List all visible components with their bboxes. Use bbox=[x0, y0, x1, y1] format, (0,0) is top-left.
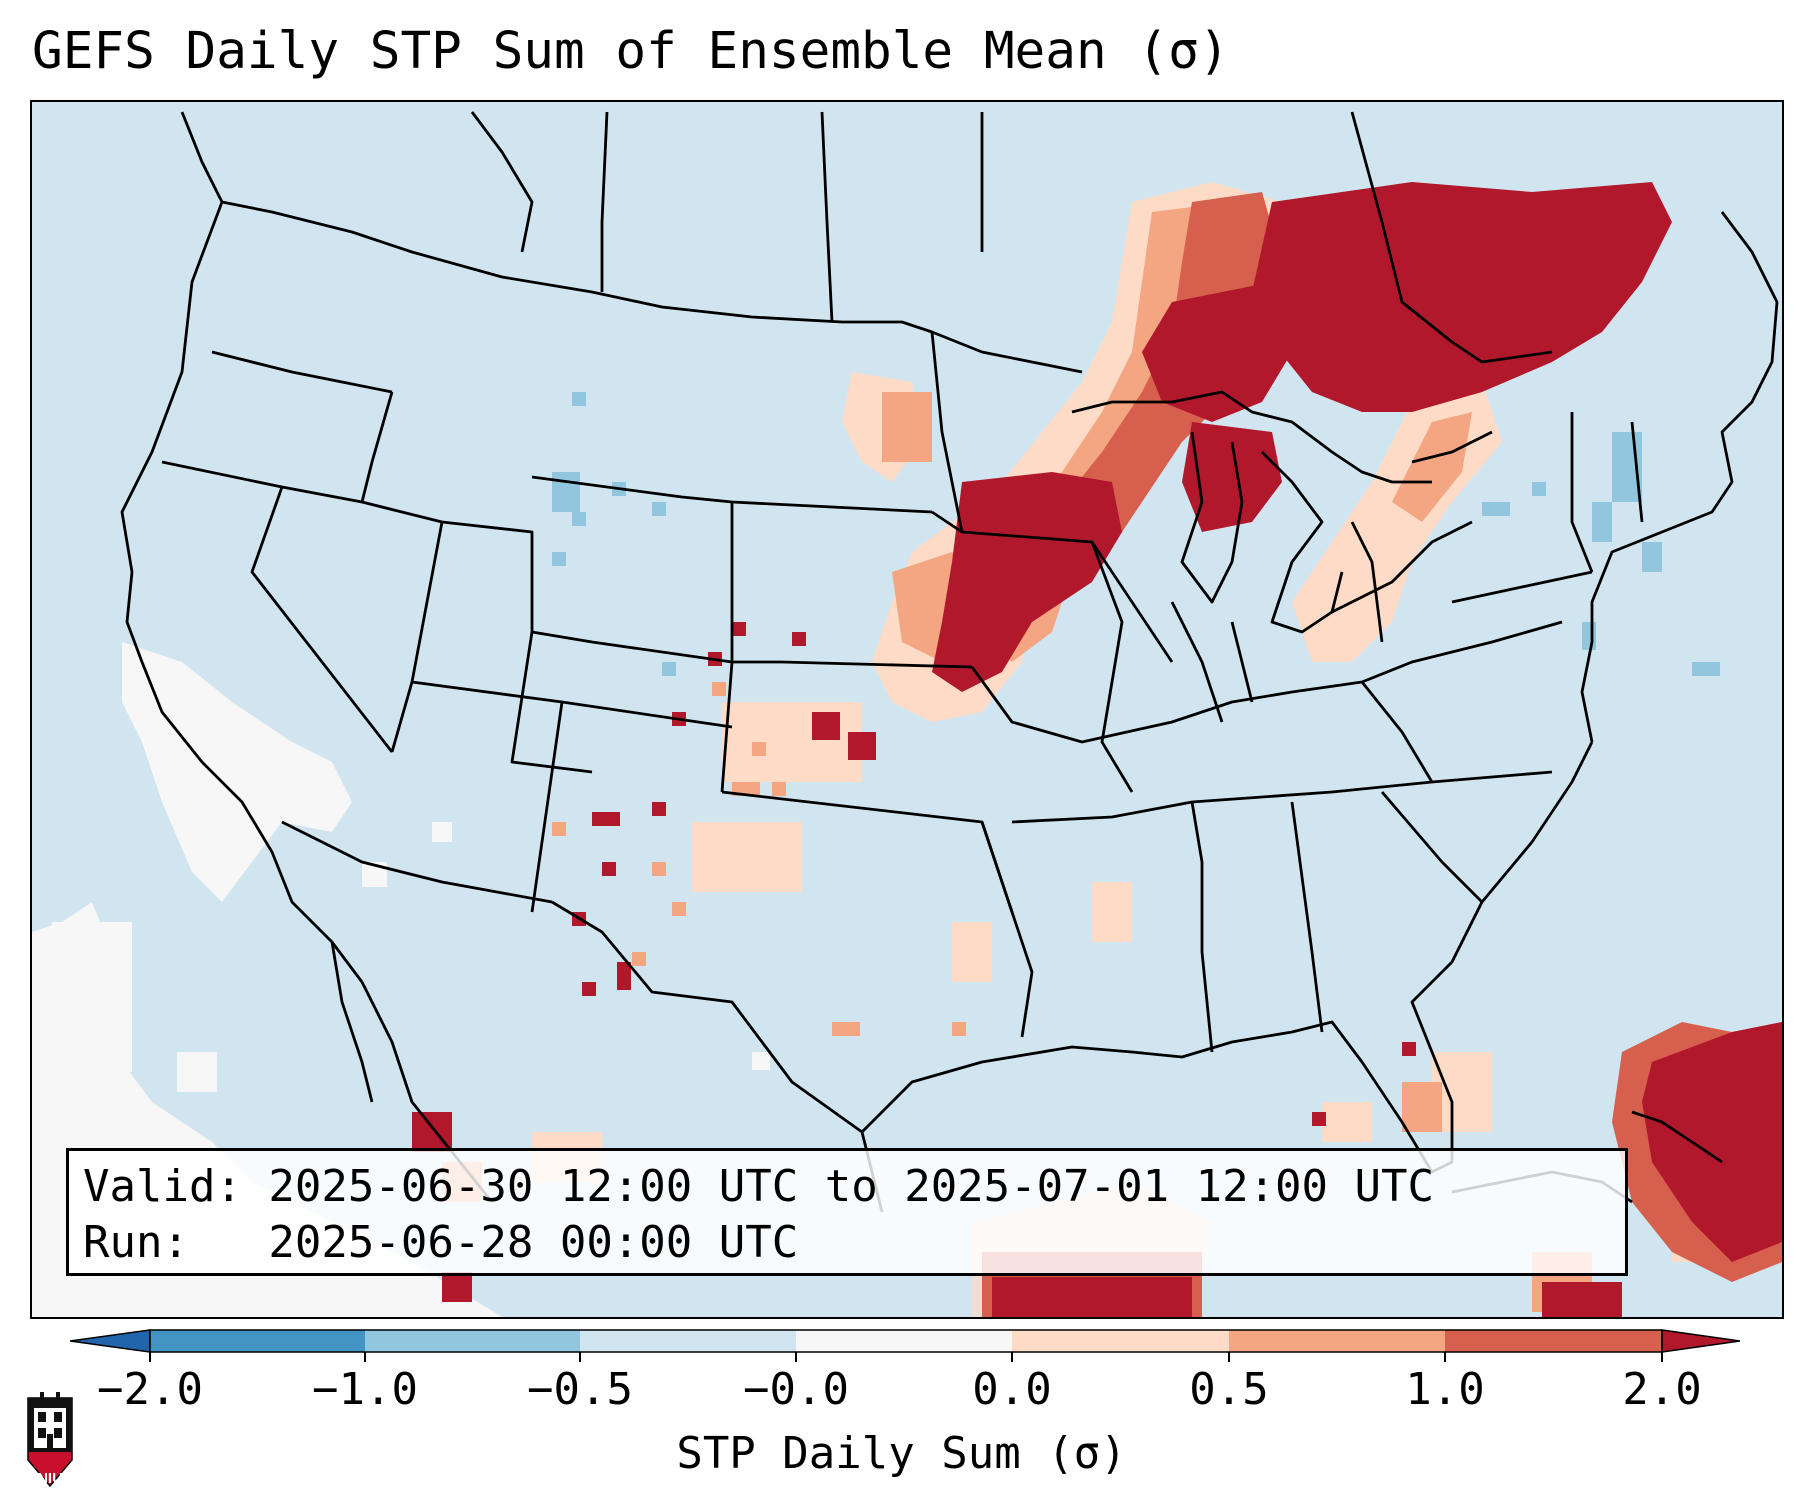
niu-logo-icon bbox=[27, 1392, 73, 1488]
valid-run-info-box: Valid: 2025-06-30 12:00 UTC to 2025-07-0… bbox=[66, 1148, 1628, 1276]
map-canvas bbox=[32, 102, 1782, 1317]
map-panel bbox=[30, 100, 1784, 1319]
boundaries bbox=[120, 111, 1779, 1213]
colorbar-extend-low bbox=[70, 1329, 151, 1353]
tick-label-5: 0.0 bbox=[972, 1364, 1052, 1415]
tick-label-6: 0.5 bbox=[1189, 1364, 1269, 1415]
valid-time-text: Valid: 2025-06-30 12:00 UTC to 2025-07-0… bbox=[83, 1161, 1435, 1212]
tick-label-1: −2.0 bbox=[97, 1364, 203, 1415]
colorbar-segment-4 bbox=[796, 1330, 1012, 1352]
colorbar-segment-5 bbox=[1012, 1330, 1229, 1352]
colorbar-extend-high bbox=[1661, 1329, 1740, 1353]
southern-plains-light-cells bbox=[552, 682, 966, 1036]
tick-label-4: −0.0 bbox=[743, 1364, 849, 1415]
southern-plains-cells bbox=[572, 622, 1416, 1126]
colorbar-outline bbox=[149, 1329, 1663, 1353]
colorbar-segment-1 bbox=[150, 1330, 365, 1352]
colorbar-label: STP Daily Sum (σ) bbox=[676, 1428, 1127, 1479]
colorbar-segment-6 bbox=[1229, 1330, 1445, 1352]
colorbar bbox=[70, 1329, 1740, 1362]
niu-logo-text: NIU bbox=[37, 1470, 63, 1487]
colorbar-segment-2 bbox=[365, 1330, 580, 1352]
chart-title: GEFS Daily STP Sum of Ensemble Mean (σ) bbox=[32, 22, 1230, 81]
tick-label-7: 1.0 bbox=[1405, 1364, 1485, 1415]
tick-label-3: −0.5 bbox=[527, 1364, 633, 1415]
negative-cells bbox=[552, 392, 1720, 676]
extreme-positive-regions bbox=[412, 182, 1782, 1317]
tick-label-8: 2.0 bbox=[1622, 1364, 1702, 1415]
tick-label-2: −1.0 bbox=[312, 1364, 418, 1415]
colorbar-segment-3 bbox=[580, 1330, 796, 1352]
run-time-text: Run: 2025-06-28 00:00 UTC bbox=[83, 1217, 799, 1268]
colorbar-segment-7 bbox=[1445, 1330, 1662, 1352]
